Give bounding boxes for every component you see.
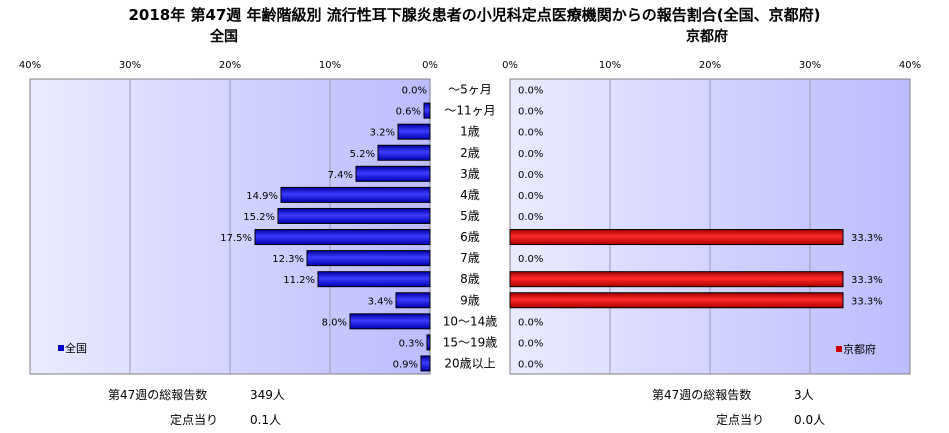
national-bar [306, 250, 431, 267]
national-total-value: 349人 [250, 388, 285, 402]
national-data-label: 11.2% [283, 275, 315, 286]
national-total-label: 第47週の総報告数 [108, 388, 208, 402]
kyoto-bar [509, 271, 844, 288]
national-data-label: 17.5% [220, 233, 252, 244]
category-label: ～5ヶ月 [448, 83, 492, 97]
national-tick-label: 40% [19, 60, 41, 71]
kyoto-data-label: 0.0% [518, 359, 543, 370]
kyoto-data-label: 0.0% [518, 254, 543, 265]
national-per-label: 定点当り [170, 413, 219, 427]
national-bar [254, 229, 431, 246]
kyoto-data-label: 33.3% [851, 296, 883, 307]
kyoto-tick-label: 40% [899, 60, 921, 71]
category-label: 20歳以上 [444, 356, 495, 370]
national-tick-label: 0% [422, 60, 438, 71]
national-bar [317, 271, 431, 288]
national-data-label: 0.3% [399, 338, 424, 349]
national-tick-label: 20% [219, 60, 241, 71]
national-data-label: 12.3% [272, 254, 304, 265]
kyoto-data-label: 0.0% [518, 149, 543, 160]
category-label: 15～19歳 [443, 335, 498, 349]
national-bar [423, 102, 431, 119]
national-bar [355, 165, 431, 182]
kyoto-total-label: 第47週の総報告数 [652, 388, 752, 402]
kyoto-data-label: 33.3% [851, 275, 883, 286]
kyoto-data-label: 0.0% [518, 338, 543, 349]
kyoto-total-value: 3人 [794, 388, 814, 402]
national-data-label: 0.6% [396, 107, 421, 118]
national-tick-label: 10% [319, 60, 341, 71]
national-bar [277, 207, 431, 224]
category-label: 3歳 [460, 167, 480, 181]
national-data-label: 7.4% [328, 170, 353, 181]
kyoto-tick-label: 0% [502, 60, 518, 71]
national-data-label: 0.9% [393, 359, 418, 370]
national-data-label: 5.2% [350, 149, 375, 160]
category-label: 9歳 [460, 293, 480, 307]
national-subtitle: 全国 [210, 29, 238, 45]
kyoto-tick-label: 20% [699, 60, 721, 71]
category-label: 2歳 [460, 146, 480, 160]
kyoto-bar [509, 292, 844, 309]
kyoto-data-label: 0.0% [518, 107, 543, 118]
category-label: 10～14歳 [443, 314, 498, 328]
kyoto-data-label: 0.0% [518, 191, 543, 202]
kyoto-data-label: 0.0% [518, 317, 543, 328]
kyoto-bar [509, 229, 844, 246]
national-data-label: 8.0% [322, 317, 347, 328]
national-data-label: 14.9% [246, 191, 278, 202]
national-data-label: 3.4% [368, 296, 393, 307]
national-bar [426, 334, 431, 351]
national-bar [395, 292, 431, 309]
kyoto-per-label: 定点当り [716, 413, 765, 427]
kyoto-legend-label: 京都府 [843, 342, 876, 356]
kyoto-tick-label: 30% [799, 60, 821, 71]
kyoto-data-label: 0.0% [518, 212, 543, 223]
national-bar [397, 123, 431, 140]
national-bar [377, 144, 431, 161]
kyoto-legend-swatch [836, 346, 842, 352]
category-label: 8歳 [460, 272, 480, 286]
kyoto-subtitle: 京都府 [686, 29, 728, 45]
kyoto-data-label: 33.3% [851, 233, 883, 244]
national-bar [349, 313, 431, 330]
national-per-value: 0.1人 [250, 413, 282, 427]
category-label: 6歳 [460, 230, 480, 244]
national-tick-label: 30% [119, 60, 141, 71]
national-bar [420, 355, 431, 372]
kyoto-data-label: 0.0% [518, 170, 543, 181]
chart-title: 2018年 第47週 年齢階級別 流行性耳下腺炎患者の小児科定点医療機関からの報… [128, 6, 821, 24]
kyoto-tick-label: 10% [599, 60, 621, 71]
category-label: 7歳 [460, 251, 480, 265]
national-bar [280, 186, 431, 203]
kyoto-per-value: 0.0人 [794, 413, 826, 427]
national-data-label: 3.2% [370, 128, 395, 139]
category-label: 1歳 [460, 125, 480, 139]
national-data-label: 15.2% [243, 212, 275, 223]
national-legend-swatch [58, 345, 64, 351]
kyoto-data-label: 0.0% [518, 86, 543, 97]
national-data-label: 0.0% [402, 86, 427, 97]
category-label: ～11ヶ月 [444, 104, 495, 118]
category-label: 4歳 [460, 188, 480, 202]
category-label: 5歳 [460, 209, 480, 223]
national-legend-label: 全国 [65, 341, 87, 355]
kyoto-data-label: 0.0% [518, 128, 543, 139]
